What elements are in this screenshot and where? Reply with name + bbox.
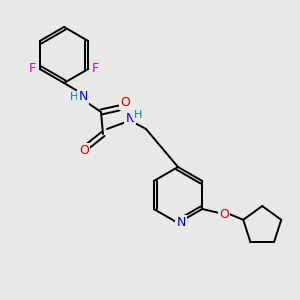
Text: N: N	[176, 217, 186, 230]
Text: H: H	[134, 110, 142, 120]
Text: O: O	[219, 208, 229, 220]
Text: O: O	[120, 95, 130, 109]
Text: H: H	[70, 92, 78, 102]
Text: F: F	[29, 62, 36, 76]
Text: N: N	[78, 91, 88, 103]
Text: O: O	[79, 145, 89, 158]
Text: N: N	[125, 112, 135, 125]
Text: F: F	[92, 62, 99, 76]
